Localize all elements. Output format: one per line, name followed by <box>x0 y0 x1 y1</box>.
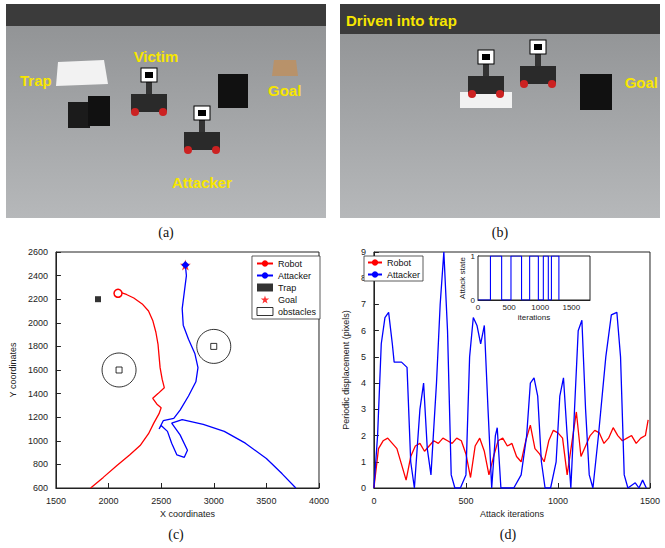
svg-text:Goal: Goal <box>268 82 301 99</box>
svg-text:1800: 1800 <box>28 341 48 351</box>
svg-text:Periodic displacement (pixels): Periodic displacement (pixels) <box>341 310 351 430</box>
svg-text:Trap: Trap <box>278 283 296 293</box>
svg-text:1500: 1500 <box>46 496 66 506</box>
svg-text:Goal: Goal <box>625 74 658 91</box>
svg-text:500: 500 <box>458 496 473 506</box>
svg-text:1: 1 <box>361 457 366 467</box>
svg-text:2: 2 <box>361 431 366 441</box>
svg-text:2200: 2200 <box>28 294 48 304</box>
svg-text:2400: 2400 <box>28 271 48 281</box>
svg-text:Robot: Robot <box>387 258 412 268</box>
svg-text:X coordinates: X coordinates <box>160 509 216 519</box>
svg-text:Y coordinates: Y coordinates <box>8 342 18 397</box>
svg-text:0: 0 <box>361 483 366 493</box>
svg-text:2500: 2500 <box>151 496 171 506</box>
svg-text:9: 9 <box>361 247 366 257</box>
svg-text:500: 500 <box>502 303 516 312</box>
svg-text:1: 1 <box>471 252 476 261</box>
svg-text:3000: 3000 <box>204 496 224 506</box>
svg-text:0: 0 <box>476 303 481 312</box>
svg-text:3500: 3500 <box>256 496 276 506</box>
svg-text:3: 3 <box>361 404 366 414</box>
html-text:(b): (b) <box>491 225 509 240</box>
svg-text:Goal: Goal <box>278 295 297 305</box>
svg-text:Attacker: Attacker <box>387 270 420 280</box>
svg-text:4000: 4000 <box>309 496 329 506</box>
svg-text:4: 4 <box>361 378 366 388</box>
svg-text:obstacles: obstacles <box>278 307 317 317</box>
svg-text:6: 6 <box>361 326 366 336</box>
svg-text:Victim: Victim <box>134 48 179 65</box>
svg-text:7: 7 <box>361 299 366 309</box>
svg-text:2000: 2000 <box>99 496 119 506</box>
svg-text:800: 800 <box>33 459 48 469</box>
svg-text:0: 0 <box>371 496 376 506</box>
svg-text:Driven into trap: Driven into trap <box>346 12 457 29</box>
svg-text:Trap: Trap <box>20 72 52 89</box>
svg-text:iterations: iterations <box>518 313 550 322</box>
svg-text:1600: 1600 <box>28 365 48 375</box>
svg-text:Attack state: Attack state <box>458 257 467 299</box>
svg-text:5: 5 <box>361 352 366 362</box>
svg-text:1500: 1500 <box>562 303 580 312</box>
html-text:(d): (d) <box>499 527 517 542</box>
svg-text:2000: 2000 <box>28 318 48 328</box>
svg-text:2600: 2600 <box>28 247 48 257</box>
svg-text:0: 0 <box>470 295 475 305</box>
svg-text:Attack iterations: Attack iterations <box>480 509 545 519</box>
svg-text:Attacker: Attacker <box>172 174 232 191</box>
html-text:(a): (a) <box>158 225 174 240</box>
svg-text:Attacker: Attacker <box>278 271 311 281</box>
svg-text:1200: 1200 <box>28 412 48 422</box>
svg-text:1000: 1000 <box>28 436 48 446</box>
html-text:(c): (c) <box>168 527 184 542</box>
svg-text:Robot: Robot <box>278 259 303 269</box>
svg-text:1500: 1500 <box>640 496 660 506</box>
svg-text:600: 600 <box>33 483 48 493</box>
svg-text:1000: 1000 <box>531 303 549 312</box>
svg-text:1000: 1000 <box>548 496 568 506</box>
svg-text:8: 8 <box>360 273 366 284</box>
svg-text:1400: 1400 <box>28 389 48 399</box>
